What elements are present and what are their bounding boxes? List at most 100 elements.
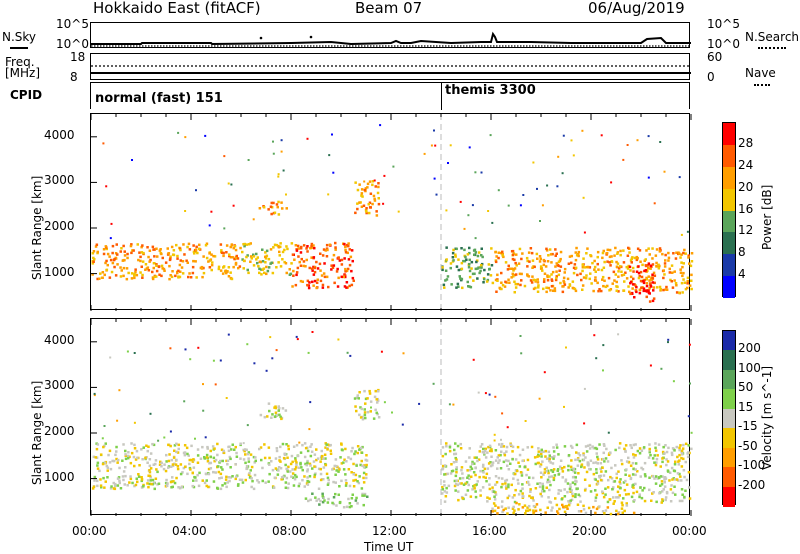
data-cell <box>128 481 131 484</box>
data-cell <box>118 466 121 470</box>
data-cell <box>506 268 510 271</box>
data-cell <box>595 447 599 451</box>
data-cell <box>217 267 221 271</box>
data-cell <box>494 259 498 262</box>
data-cell <box>444 279 447 282</box>
data-cell <box>362 204 366 207</box>
data-cell <box>482 471 485 474</box>
data-cell <box>315 281 319 284</box>
data-cell <box>263 415 267 419</box>
data-cell <box>657 443 661 446</box>
data-cell <box>256 479 259 482</box>
data-cell <box>583 466 586 469</box>
data-cell <box>256 256 259 259</box>
data-cell <box>582 257 585 260</box>
data-cell <box>578 494 582 498</box>
data-cell <box>122 274 125 278</box>
data-cell <box>675 445 678 449</box>
data-cell <box>545 457 549 460</box>
data-cell <box>269 248 273 251</box>
data-cell <box>550 509 553 512</box>
colorbar-tick-label: 100 <box>738 360 761 375</box>
data-cell <box>251 479 254 483</box>
data-cell <box>334 458 338 461</box>
data-cell <box>490 449 493 453</box>
data-cell <box>622 289 626 292</box>
data-cell <box>529 488 532 491</box>
data-cell <box>149 452 153 455</box>
data-cell <box>350 283 354 287</box>
data-cell <box>146 246 149 249</box>
data-cell <box>629 269 632 272</box>
data-cell <box>468 262 471 266</box>
data-cell <box>598 443 601 446</box>
data-cell <box>597 268 600 271</box>
data-cell <box>191 265 195 269</box>
data-cell <box>124 454 127 457</box>
data-cell <box>507 506 510 509</box>
data-cell <box>318 503 321 506</box>
data-cell <box>447 162 449 164</box>
data-cell <box>280 417 283 421</box>
colorbar-segment <box>723 447 735 468</box>
data-cell <box>153 275 157 278</box>
data-cell <box>321 494 324 498</box>
data-cell <box>638 249 642 252</box>
data-cell <box>532 510 536 514</box>
data-cell <box>104 442 107 445</box>
data-cell <box>230 448 233 451</box>
data-cell <box>216 486 219 490</box>
data-cell <box>212 359 215 362</box>
data-cell <box>501 254 504 257</box>
data-cell <box>106 469 109 472</box>
data-cell <box>108 276 112 279</box>
data-cell <box>442 480 446 483</box>
data-cell <box>253 473 257 477</box>
data-cell <box>650 499 653 502</box>
data-cell <box>632 283 635 286</box>
data-cell <box>334 473 337 476</box>
data-cell <box>461 472 464 475</box>
data-cell <box>140 476 143 479</box>
data-cell <box>521 459 524 463</box>
data-cell <box>453 484 457 488</box>
data-cell <box>325 472 329 476</box>
data-cell <box>441 446 445 449</box>
data-cell <box>165 460 168 463</box>
data-cell <box>294 457 297 460</box>
data-cell <box>340 479 343 483</box>
x-tick-label: 12:00 <box>372 524 407 538</box>
data-cell <box>595 452 598 455</box>
data-cell <box>665 491 669 495</box>
data-cell <box>679 271 683 274</box>
data-cell <box>295 475 298 479</box>
power-panel <box>90 113 694 311</box>
data-cell <box>463 259 467 263</box>
data-cell <box>252 264 256 267</box>
data-cell <box>309 401 312 404</box>
data-cell <box>147 474 150 477</box>
data-cell <box>610 466 613 470</box>
data-cell <box>539 450 543 453</box>
data-cell <box>344 267 347 271</box>
data-cell <box>563 465 566 469</box>
data-cell <box>161 256 164 260</box>
data-cell <box>380 350 383 353</box>
data-cell <box>643 499 647 503</box>
data-cell <box>548 459 551 463</box>
data-cell <box>655 457 659 461</box>
data-cell <box>123 254 127 257</box>
data-cell <box>653 454 656 457</box>
data-cell <box>356 480 359 483</box>
data-cell <box>519 204 522 207</box>
data-cell <box>589 254 592 257</box>
data-cell <box>517 508 520 511</box>
data-cell <box>222 254 225 258</box>
data-cell <box>500 445 503 448</box>
data-cell <box>589 490 593 493</box>
data-cell <box>372 194 376 198</box>
data-cell <box>136 456 139 460</box>
data-cell <box>555 503 559 507</box>
data-cell <box>565 346 567 349</box>
data-cell <box>160 264 164 268</box>
